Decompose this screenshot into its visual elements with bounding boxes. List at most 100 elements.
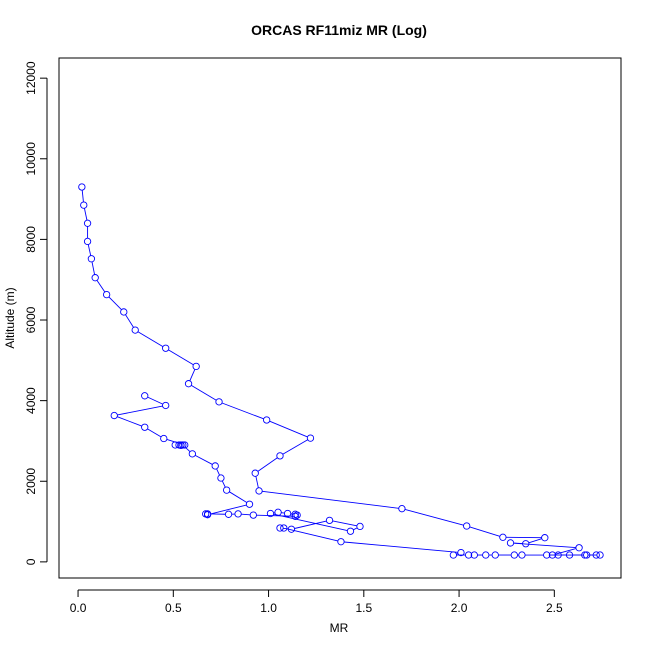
series-line-segment [555,548,577,555]
data-point [160,434,168,443]
series-line-segment [255,476,259,488]
series-line-segment [221,402,264,420]
data-point [177,441,185,450]
series-line-segment [344,541,458,553]
data-point [162,344,170,352]
series-line-segment [257,457,278,472]
data-point [217,474,225,482]
data-point [251,469,259,477]
data-point [583,551,591,559]
series-line-segment [210,504,247,515]
data-point [398,505,406,513]
series-line-segment [513,542,576,548]
series-line-segment [469,526,500,537]
data-point [463,522,471,530]
data-point [249,511,257,519]
series-line-segment [137,331,164,347]
data-point [80,201,88,209]
x-axis-label: MR [330,621,349,635]
data-point [293,511,301,519]
data-point [110,411,118,420]
series-line-segment [286,528,338,542]
y-axis: 0 2000 4000 6000 8000 10000 12000 [24,61,48,565]
series-line-segment [404,509,464,526]
data-point [449,551,458,559]
series-line-segment [189,369,196,381]
data-point [276,452,284,460]
data-point [499,533,507,541]
series-line-segment [229,491,248,503]
data-point [192,362,200,371]
series-line-segment [332,520,357,527]
data-point [510,551,518,559]
data-point [245,500,254,508]
data-point [522,540,530,548]
data-point [565,551,574,559]
series-line-segment [194,454,213,465]
data-point [181,441,189,449]
series-line-segment [96,280,106,293]
data-point [266,509,275,518]
series-line-segment [282,439,308,455]
data-point [188,450,197,458]
data-point [592,551,600,559]
series-line-segment [191,384,217,401]
data-point [596,551,604,559]
data-point [543,551,551,559]
series-line-segment [83,208,88,221]
data-point [287,525,296,533]
data-point [518,551,526,559]
y-axis-label: Altitude (m) [3,287,17,348]
y-tick-label: 0 [24,558,38,565]
data-point [306,434,315,442]
series-line-segment [87,244,92,256]
data-point [283,509,292,518]
y-tick-label: 2000 [24,468,38,495]
series-line-segment [269,420,308,438]
data-point [491,551,499,559]
series-line-segment [528,538,542,544]
chart-title: ORCAS RF11miz MR (Log) [251,22,427,38]
data-point [91,274,99,282]
x-tick-label: 0.5 [165,601,182,615]
data-point [184,380,193,388]
series-line-segment [125,314,134,328]
data-point [356,522,364,531]
series-line-segment [294,520,327,529]
data-point [291,512,299,520]
data-point [325,516,334,525]
data-point [131,326,139,334]
series-line-segment [262,490,399,509]
data-point [263,416,271,424]
data-point [274,508,282,516]
data-point [215,398,223,406]
series-line-segment [241,513,251,516]
data-point [276,524,284,532]
data-point [87,255,96,263]
data-point [280,524,288,532]
series-line-segment [216,468,220,476]
x-tick-label: 2.0 [451,601,468,615]
series-0 [78,183,604,559]
series-line-segment [91,261,96,275]
data-point [78,183,86,191]
series-line-segment [168,349,194,366]
series-line-segment [283,527,289,530]
data-point [162,401,170,410]
x-tick-label: 2.5 [546,601,563,615]
data-point [203,511,212,519]
data-point [541,534,549,542]
data-point [141,423,149,431]
x-tick-label: 0.0 [70,601,87,615]
y-tick-label: 6000 [24,306,38,333]
series-line-segment [147,428,162,438]
data-point [506,539,515,547]
series-line-segment [353,527,358,531]
series-line-segment [81,190,84,202]
data-point [337,538,345,546]
data-point [548,551,557,559]
data-point [224,510,233,518]
y-tick-label: 10000 [24,142,38,176]
data-point [470,551,478,559]
data-point [464,551,473,559]
